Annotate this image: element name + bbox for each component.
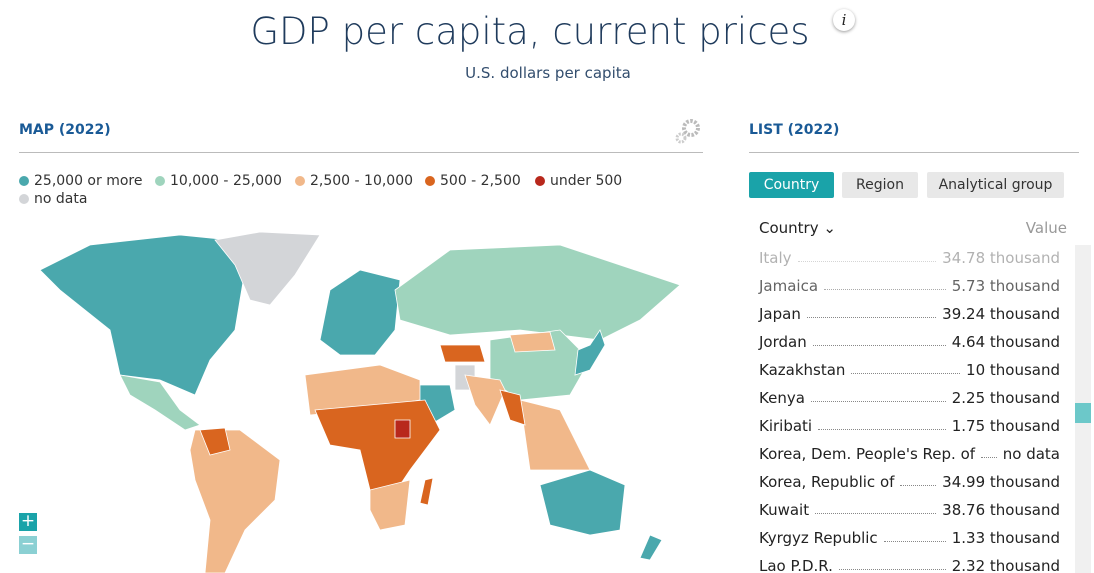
country-value: 2.25 thousand xyxy=(951,389,1060,407)
country-list: Italy 34.78 thousand Jamaica 5.73 thousand J… xyxy=(749,244,1069,573)
legend-label: 2,500 - 10,000 xyxy=(310,173,414,189)
subtitle: U.S. dollars per capita xyxy=(465,64,631,82)
country-value: 1.75 thousand xyxy=(951,417,1060,435)
country-value: 10 thousand xyxy=(966,361,1060,379)
page-title: GDP per capita, current prices xyxy=(250,10,810,53)
list-row[interactable]: Korea, Dem. People's Rep. of no data xyxy=(759,440,1060,468)
legend-label: 10,000 - 25,000 xyxy=(170,173,282,189)
country-name: Kenya xyxy=(759,389,805,407)
leader xyxy=(818,428,946,430)
list-row[interactable]: Kuwait 38.76 thousand xyxy=(759,496,1060,524)
legend-item[interactable]: 500 - 2,500 xyxy=(425,173,521,189)
legend-label: 25,000 or more xyxy=(34,173,143,189)
country-name: Korea, Republic of xyxy=(759,473,895,491)
divider xyxy=(19,152,703,153)
list-row[interactable]: Lao P.D.R. 2.32 thousand xyxy=(759,552,1060,573)
country-value: 5.73 thousand xyxy=(951,277,1060,295)
leader xyxy=(812,344,946,346)
list-row[interactable]: Kenya 2.25 thousand xyxy=(759,384,1060,412)
list-row[interactable]: Jamaica 5.73 thousand xyxy=(759,272,1060,300)
list-row[interactable]: Jordan 4.64 thousand xyxy=(759,328,1060,356)
divider xyxy=(749,152,1079,153)
country-value: 38.76 thousand xyxy=(942,501,1060,519)
leader xyxy=(824,288,946,290)
country-value: 39.24 thousand xyxy=(942,305,1060,323)
leader xyxy=(883,540,946,542)
zoom-in[interactable]: + xyxy=(19,511,37,531)
leader xyxy=(851,372,961,374)
list-row[interactable]: Italy 34.78 thousand xyxy=(759,244,1060,272)
legend-item[interactable]: 10,000 - 25,000 xyxy=(155,173,282,189)
legend-label: under 500 xyxy=(550,173,623,189)
legend-swatch xyxy=(295,176,305,186)
list-row[interactable]: Kiribati 1.75 thousand xyxy=(759,412,1060,440)
country-name: Japan xyxy=(759,305,801,323)
map-title: MAP (2022) xyxy=(19,122,111,138)
country-name: Lao P.D.R. xyxy=(759,557,833,573)
legend-swatch xyxy=(425,176,435,186)
settings-icon[interactable] xyxy=(674,117,704,145)
country-value: 4.64 thousand xyxy=(951,333,1060,351)
legend-item[interactable]: 2,500 - 10,000 xyxy=(295,173,413,189)
leader xyxy=(806,316,937,318)
legend-item[interactable]: 25,000 or more xyxy=(19,173,142,189)
leader xyxy=(810,400,946,402)
leader xyxy=(815,512,937,514)
country-name: Jamaica xyxy=(759,277,819,295)
tab[interactable]: Analytical group xyxy=(927,172,1064,198)
column-header: Value xyxy=(1025,219,1067,237)
tab[interactable]: Country xyxy=(749,172,834,198)
scrollbar[interactable] xyxy=(1075,245,1091,573)
country-name: Jordan xyxy=(759,333,807,351)
info-button[interactable]: i xyxy=(833,9,855,31)
country-value: no data xyxy=(1002,445,1060,463)
list-row[interactable]: Korea, Republic of 34.99 thousand xyxy=(759,468,1060,496)
country-name: Kazakhstan xyxy=(759,361,846,379)
country-name: Korea, Dem. People's Rep. of xyxy=(759,445,976,463)
zoom-out[interactable]: − xyxy=(19,534,37,554)
leader xyxy=(838,568,946,570)
world-map xyxy=(39,231,681,573)
legend-swatch xyxy=(19,176,29,186)
legend-label: 500 - 2,500 xyxy=(440,173,521,189)
country-value: 34.78 thousand xyxy=(942,249,1060,267)
leader xyxy=(981,456,997,458)
legend-item[interactable]: under 500 xyxy=(535,173,622,189)
legend-label: no data xyxy=(34,191,88,207)
country-value: 2.32 thousand xyxy=(951,557,1060,573)
legend-swatch xyxy=(19,194,29,204)
scrollbar-thumb[interactable] xyxy=(1075,403,1091,423)
legend-swatch xyxy=(535,176,545,186)
tab[interactable]: Region xyxy=(842,172,918,198)
country-name: Kuwait xyxy=(759,501,810,519)
list-row[interactable]: Kazakhstan 10 thousand xyxy=(759,356,1060,384)
column-header[interactable]: Country ⌄ xyxy=(759,219,836,237)
list-row[interactable]: Kyrgyz Republic 1.33 thousand xyxy=(759,524,1060,552)
country-value: 1.33 thousand xyxy=(951,529,1060,547)
country-name: Kiribati xyxy=(759,417,813,435)
list-row[interactable]: Japan 39.24 thousand xyxy=(759,300,1060,328)
country-name: Italy xyxy=(759,249,792,267)
leader xyxy=(900,484,937,486)
legend-swatch xyxy=(155,176,165,186)
legend-item[interactable]: no data xyxy=(19,191,87,207)
country-value: 34.99 thousand xyxy=(942,473,1060,491)
leader xyxy=(797,260,937,262)
list-title: LIST (2022) xyxy=(749,122,840,138)
country-name: Kyrgyz Republic xyxy=(759,529,878,547)
